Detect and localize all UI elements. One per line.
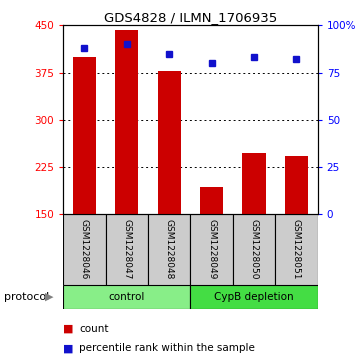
Text: CypB depletion: CypB depletion: [214, 292, 294, 302]
Text: GSM1228049: GSM1228049: [207, 219, 216, 280]
Text: ■: ■: [63, 323, 74, 334]
Bar: [285, 156, 308, 214]
Text: control: control: [109, 292, 145, 302]
Bar: [242, 152, 266, 214]
Text: GSM1228048: GSM1228048: [165, 219, 174, 280]
Bar: [63, 214, 105, 285]
Bar: [63, 285, 191, 309]
Text: ■: ■: [63, 343, 74, 354]
Bar: [148, 214, 191, 285]
Text: protocol: protocol: [4, 292, 49, 302]
Bar: [105, 214, 148, 285]
Bar: [200, 187, 223, 214]
Text: count: count: [79, 323, 109, 334]
Bar: [73, 57, 96, 214]
Bar: [115, 30, 139, 214]
Bar: [233, 214, 275, 285]
Bar: [157, 71, 181, 214]
Text: GSM1228051: GSM1228051: [292, 219, 301, 280]
Text: percentile rank within the sample: percentile rank within the sample: [79, 343, 255, 354]
Text: ▶: ▶: [44, 292, 53, 302]
Bar: [191, 214, 233, 285]
Text: GSM1228047: GSM1228047: [122, 219, 131, 280]
Text: GSM1228046: GSM1228046: [80, 219, 89, 280]
Bar: [191, 285, 318, 309]
Bar: [275, 214, 318, 285]
Title: GDS4828 / ILMN_1706935: GDS4828 / ILMN_1706935: [104, 11, 277, 24]
Text: GSM1228050: GSM1228050: [249, 219, 258, 280]
